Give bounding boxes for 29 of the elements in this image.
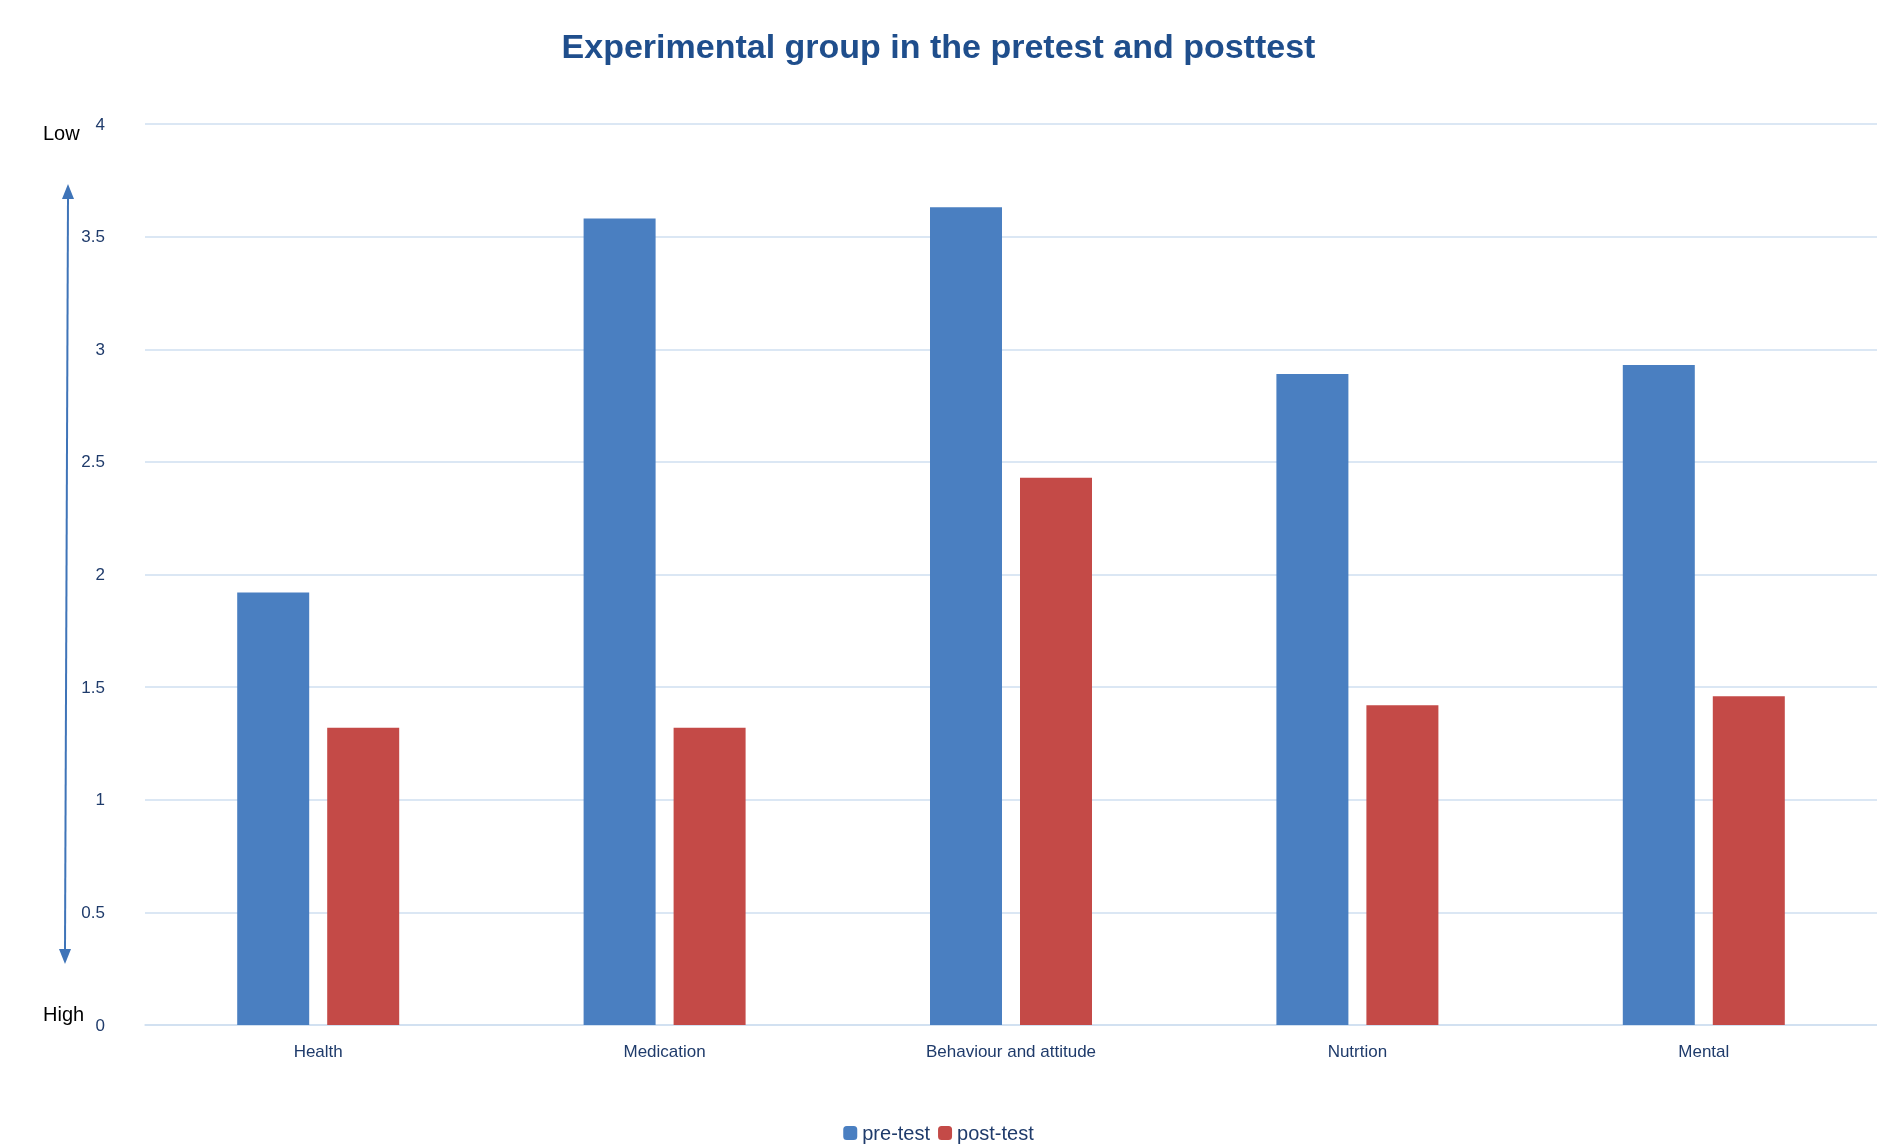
- x-tick-label: Health: [293, 1042, 343, 1061]
- y-tick-label: 4: [95, 114, 105, 134]
- y-tick-label: 3.5: [81, 227, 105, 247]
- x-tick-label: Mental: [1678, 1042, 1730, 1061]
- y-tick-label: 2.5: [81, 452, 105, 472]
- y-tick-label: 1: [95, 790, 105, 810]
- x-tick-label: Behaviour and attitude: [925, 1042, 1097, 1061]
- bar: [1622, 365, 1695, 1025]
- legend-label: post-test: [957, 1122, 1035, 1144]
- bar: [930, 207, 1002, 1025]
- bar: [1366, 705, 1439, 1025]
- y-tick-label: 1.5: [81, 677, 105, 697]
- text: Low: [43, 122, 81, 144]
- bar: [673, 727, 746, 1025]
- x-tick-label: Nutrtion: [1327, 1042, 1388, 1061]
- chart-title: Experimental group in the pretest and posttest: [561, 27, 1316, 65]
- y-tick-label: 2: [95, 565, 105, 584]
- bar: [237, 592, 310, 1025]
- text: High: [43, 1003, 85, 1025]
- y-tick-label: 0: [95, 1015, 105, 1035]
- legend-label: pre-test: [862, 1122, 931, 1144]
- y-tick-label: 0.5: [81, 902, 105, 922]
- bar: [1712, 696, 1785, 1025]
- bar: [583, 218, 656, 1025]
- x-tick-label: Medication: [623, 1042, 706, 1061]
- bar: [327, 727, 400, 1025]
- bar: [1276, 374, 1349, 1025]
- y-tick-label: 3: [95, 339, 105, 359]
- bar: [1020, 477, 1092, 1025]
